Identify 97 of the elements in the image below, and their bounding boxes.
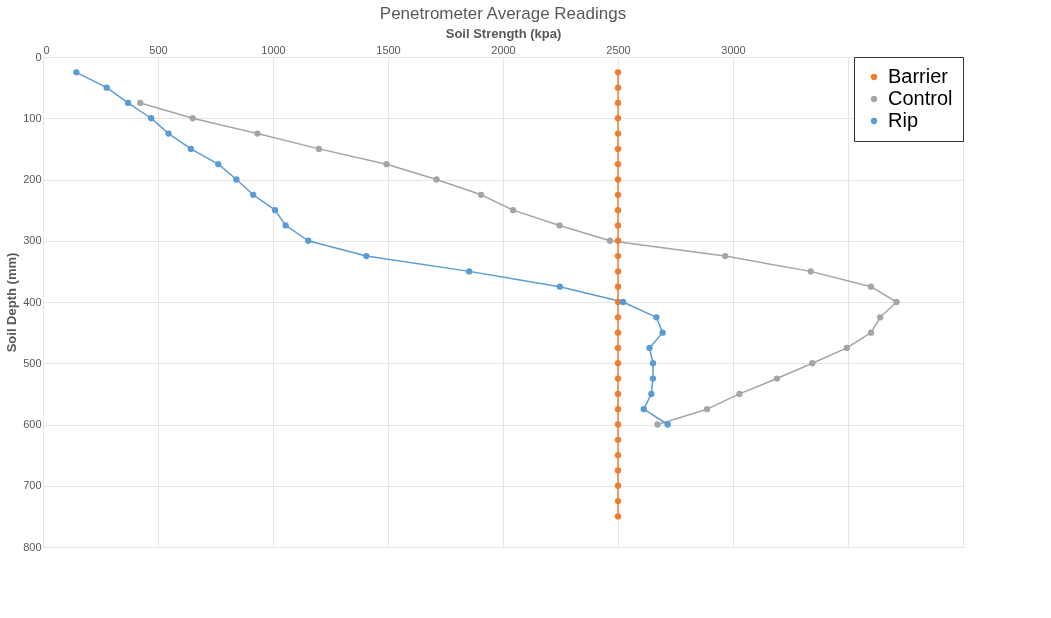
- point: [893, 298, 900, 306]
- y-axis-title: Soil Depth (mm): [4, 252, 20, 353]
- point: [315, 145, 323, 153]
- y-tick-label: 400: [23, 295, 42, 308]
- point: [654, 421, 661, 428]
- point: [103, 84, 110, 91]
- point: [653, 314, 660, 321]
- x-tick-label: 1500: [376, 43, 401, 56]
- point: [843, 344, 851, 352]
- point: [606, 237, 614, 244]
- x-tick-label: 1000: [261, 43, 286, 56]
- point: [614, 99, 622, 107]
- point: [233, 176, 240, 183]
- point: [250, 191, 257, 198]
- x-tick-label: 500: [149, 43, 168, 56]
- y-tick-label: 700: [23, 479, 42, 492]
- point: [867, 283, 875, 290]
- point: [509, 206, 517, 214]
- point: [433, 176, 440, 183]
- y-tick-label: 200: [23, 173, 42, 185]
- point: [147, 115, 155, 122]
- point: [254, 130, 261, 137]
- point: [614, 467, 622, 474]
- point: [614, 130, 622, 137]
- point: [614, 344, 622, 352]
- y-tick-label: 500: [23, 356, 42, 369]
- point: [215, 161, 222, 168]
- point: [614, 421, 622, 428]
- point: [614, 497, 622, 505]
- point: [614, 206, 622, 214]
- point: [614, 176, 622, 183]
- point: [614, 298, 622, 306]
- point: [614, 84, 622, 91]
- point: [124, 99, 132, 107]
- point: [556, 222, 563, 229]
- point: [614, 360, 622, 367]
- x-tick-label: 0: [43, 43, 50, 56]
- point: [648, 390, 655, 398]
- point: [614, 451, 622, 459]
- legend-label: Barrier: [888, 65, 949, 87]
- point: [614, 329, 622, 336]
- point: [736, 390, 743, 398]
- legend-label: Control: [888, 87, 953, 109]
- point: [614, 375, 622, 382]
- point: [649, 360, 657, 367]
- point: [614, 252, 622, 260]
- point: [664, 421, 671, 428]
- point: [809, 360, 816, 367]
- point: [614, 237, 622, 244]
- point: [305, 237, 312, 244]
- point: [466, 268, 473, 275]
- y-tick-label: 100: [23, 111, 42, 124]
- point: [165, 130, 172, 137]
- y-tick-label: 800: [23, 540, 42, 553]
- point: [187, 145, 195, 153]
- point: [773, 375, 781, 382]
- point: [703, 406, 711, 413]
- point: [614, 314, 622, 321]
- y-tick-label: 600: [23, 418, 42, 430]
- point: [614, 115, 622, 122]
- point: [722, 252, 729, 260]
- point: [614, 145, 622, 153]
- point: [614, 406, 622, 413]
- point: [877, 314, 884, 321]
- point: [807, 268, 814, 275]
- point: [614, 69, 622, 76]
- point: [556, 283, 563, 290]
- x-axis-title: Soil Strength (kpa): [445, 25, 562, 41]
- point: [614, 513, 622, 520]
- point: [659, 329, 666, 336]
- point: [640, 406, 647, 413]
- point: [614, 161, 622, 168]
- point: [649, 375, 657, 382]
- point: [619, 298, 627, 306]
- point: [271, 206, 279, 214]
- point: [73, 69, 80, 76]
- point: [383, 161, 390, 168]
- legend-label: Rip: [888, 109, 919, 131]
- point: [867, 329, 875, 336]
- point: [477, 191, 485, 198]
- point: [614, 482, 622, 489]
- point: [614, 222, 622, 229]
- point: [614, 283, 622, 290]
- point: [137, 99, 144, 107]
- point: [614, 390, 622, 398]
- point: [189, 115, 196, 122]
- x-tick-label: 2000: [491, 43, 516, 56]
- point: [646, 344, 653, 352]
- point: [614, 191, 622, 198]
- point: [363, 252, 370, 260]
- chart-title: Penetrometer Average Readings: [379, 4, 627, 23]
- x-tick-label: 3000: [721, 43, 746, 56]
- y-tick-label: 300: [23, 234, 42, 247]
- x-tick-label: 2500: [606, 43, 631, 56]
- point: [614, 436, 622, 443]
- point: [614, 268, 622, 275]
- point: [282, 222, 289, 229]
